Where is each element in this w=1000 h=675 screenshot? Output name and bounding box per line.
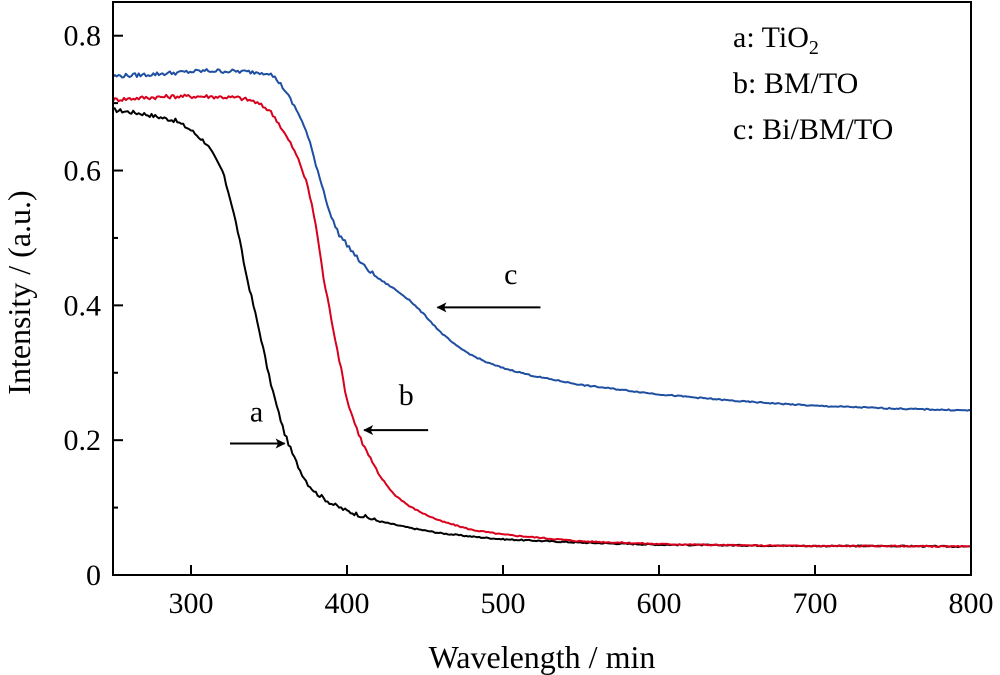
plot-frame: [112, 1, 972, 576]
plot-area: [113, 68, 971, 549]
x-tick-label: 300: [169, 587, 214, 620]
x-tick-label: 700: [793, 587, 838, 620]
legend-name: TiO: [762, 21, 809, 54]
annotation-label-a: a: [250, 395, 263, 428]
y-tick-label: 0: [86, 559, 101, 592]
legend-letter: c:: [733, 113, 762, 146]
legend-letter: b:: [733, 67, 764, 100]
legend-subscript: 2: [809, 37, 819, 59]
y-axis-title: Intensity / (a.u.): [1, 190, 37, 394]
x-tick-label: 400: [325, 587, 370, 620]
y-tick-label: 0.6: [64, 155, 102, 188]
legend-entry-b: b: BM/TO: [733, 67, 858, 100]
x-tick-label: 600: [637, 587, 682, 620]
x-tick-label: 500: [481, 587, 526, 620]
series-line-a: [113, 107, 971, 549]
y-tick-label: 0.2: [64, 424, 102, 457]
legend-name: Bi/BM/TO: [762, 113, 893, 146]
series-line-c: [113, 68, 971, 412]
series-line-b: [113, 93, 971, 548]
y-tick-label: 0.4: [64, 289, 102, 322]
legend-entry-c: c: Bi/BM/TO: [733, 113, 893, 146]
annotations: a b c: [230, 258, 541, 449]
legend-entry-a: a: TiO2: [733, 21, 819, 59]
annotation-label-b: b: [399, 379, 414, 412]
x-axis-title: Wavelength / min: [429, 639, 656, 675]
y-tick-label: 0.8: [64, 20, 102, 53]
legend-letter: a:: [733, 21, 762, 54]
legend-name: BM/TO: [764, 67, 858, 100]
x-tick-label: 800: [949, 587, 994, 620]
annotation-label-c: c: [504, 258, 517, 291]
